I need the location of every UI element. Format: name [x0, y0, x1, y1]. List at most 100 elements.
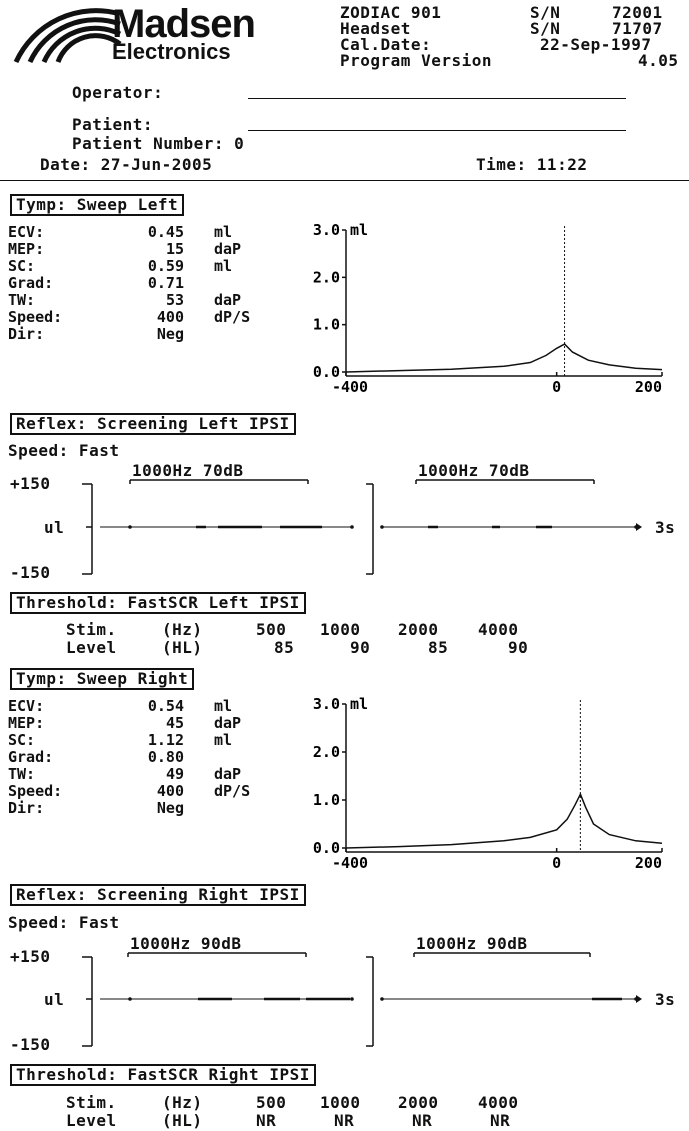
reflex-dot — [380, 525, 384, 529]
result-unit: dP/S — [214, 308, 251, 326]
tymp-curve — [345, 343, 663, 373]
header-divider — [0, 180, 689, 181]
freq-cell: 4000 — [478, 620, 519, 639]
y-unit-label: ml — [350, 695, 368, 713]
reflex-right-top-label: +150 — [10, 947, 51, 966]
tymp-left-title: Tymp: Sweep Left — [10, 194, 185, 216]
operator-label: Operator: — [72, 83, 164, 102]
result-label: Dir: — [8, 325, 45, 343]
stim-unit: (Hz) — [162, 620, 203, 639]
x-tick-label: 0 — [552, 854, 561, 872]
result-label: TW: — [8, 765, 36, 783]
logo-title: Madsen — [112, 2, 256, 46]
freq-cell: 1000 — [320, 1093, 361, 1112]
y-tick-label: 3.0 — [313, 695, 340, 713]
result-row: SC: 1.12 ml — [8, 731, 288, 749]
result-unit: daP — [214, 765, 242, 783]
freq-cell: 4000 — [478, 1093, 519, 1112]
x-tick-label: 200 — [635, 854, 662, 872]
result-label: Speed: — [8, 782, 63, 800]
operator-line — [248, 98, 626, 99]
logo-subtitle: Electronics — [112, 39, 231, 64]
headset-sn-label: S/N — [530, 19, 561, 38]
result-label: SC: — [8, 257, 36, 275]
result-label: Grad: — [8, 274, 54, 292]
y-tick-label: 0.0 — [313, 363, 340, 381]
reflex-dot — [350, 525, 354, 529]
level-unit: (HL) — [162, 1111, 203, 1130]
program-version: 4.05 — [638, 51, 679, 70]
result-value: 1.12 — [147, 731, 184, 749]
level-label: Level — [66, 638, 117, 657]
threshold-left-title: Threshold: FastSCR Left IPSI — [10, 592, 306, 614]
reflex-left-speed: Speed: Fast — [8, 441, 120, 460]
result-value: 0.59 — [147, 257, 184, 275]
stim-unit: (Hz) — [162, 1093, 203, 1112]
result-label: Grad: — [8, 748, 54, 766]
freq-cell: 500 — [256, 620, 287, 639]
result-label: SC: — [8, 731, 36, 749]
result-label: MEP: — [8, 714, 45, 732]
level-cell: 90 — [350, 638, 371, 657]
reflex-dot — [350, 997, 354, 1001]
reflex-arrow — [636, 523, 642, 531]
result-row: TW: 49 daP — [8, 765, 288, 783]
freq-cell: 2000 — [398, 1093, 439, 1112]
freq-cell: 1000 — [320, 620, 361, 639]
x-tick-label: 200 — [635, 378, 662, 396]
x-tick-label: 0 — [552, 378, 561, 396]
y-tick-label: 2.0 — [313, 268, 340, 286]
y-tick-label: 2.0 — [313, 743, 340, 761]
result-value: 15 — [165, 240, 184, 258]
patient-line — [248, 130, 626, 131]
result-value: 53 — [165, 291, 184, 309]
level-cell: 90 — [508, 638, 529, 657]
reflex-dot — [380, 997, 384, 1001]
y-unit-label: ml — [350, 221, 368, 239]
result-row: MEP: 45 daP — [8, 714, 288, 732]
result-row: Dir: Neg — [8, 325, 288, 343]
result-row: Dir: Neg — [8, 799, 288, 817]
result-row: Speed: 400 dP/S — [8, 308, 288, 326]
level-cell: NR — [256, 1111, 277, 1130]
result-label: ECV: — [8, 697, 45, 715]
y-tick-label: 0.0 — [313, 839, 340, 857]
stim-label: Stim. — [66, 620, 117, 639]
date: Date: 27-Jun-2005 — [40, 155, 213, 174]
y-tick-label: 1.0 — [313, 316, 340, 334]
level-unit: (HL) — [162, 638, 203, 657]
x-tick-label: -400 — [332, 378, 368, 396]
result-label: Speed: — [8, 308, 63, 326]
result-row: SC: 0.59 ml — [8, 257, 288, 275]
result-unit: ml — [214, 697, 233, 715]
reflex-left-title: Reflex: Screening Left IPSI — [10, 413, 296, 435]
cal-date-label: Cal.Date: — [340, 35, 432, 54]
level-cell: 85 — [274, 638, 295, 657]
x-tick-label: -400 — [332, 854, 368, 872]
result-row: Grad: 0.71 — [8, 274, 288, 292]
reflex-right-speed: Speed: Fast — [8, 913, 120, 932]
result-value: Neg — [156, 799, 184, 817]
tymp-curve — [345, 792, 663, 849]
reflex-left-stim1: 1000Hz 70dB — [132, 461, 244, 480]
reflex-left-time-label: 3s — [655, 518, 676, 537]
result-unit: daP — [214, 240, 242, 258]
reflex-left-top-label: +150 — [10, 474, 51, 493]
y-tick-label: 3.0 — [313, 221, 340, 239]
result-value: 0.54 — [147, 697, 184, 715]
result-label: TW: — [8, 291, 36, 309]
level-cell: NR — [334, 1111, 355, 1130]
result-value: 0.80 — [147, 748, 184, 766]
reflex-right-mid-label: ul — [44, 990, 65, 1009]
tymp-right-title: Tymp: Sweep Right — [10, 668, 195, 690]
stim-label: Stim. — [66, 1093, 117, 1112]
result-row: Grad: 0.80 — [8, 748, 288, 766]
level-label: Level — [66, 1111, 117, 1130]
level-cell: 85 — [428, 638, 449, 657]
result-row: ECV: 0.54 ml — [8, 697, 288, 715]
device-model: ZODIAC 901 — [340, 3, 442, 22]
result-unit: ml — [214, 731, 233, 749]
result-value: 0.45 — [147, 223, 184, 241]
reflex-left-stim2: 1000Hz 70dB — [418, 461, 530, 480]
